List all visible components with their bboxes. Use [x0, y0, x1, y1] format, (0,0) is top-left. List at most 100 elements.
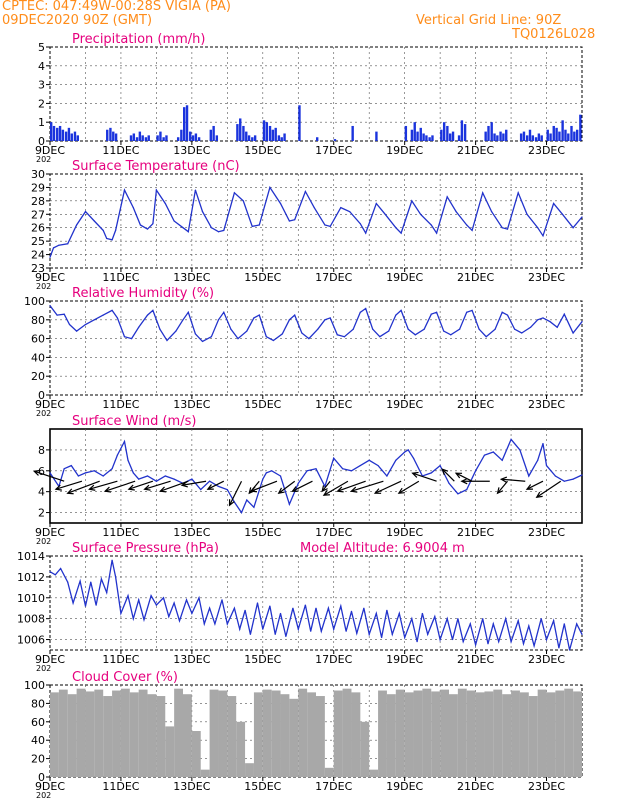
y-tick-label: 80: [31, 314, 45, 327]
data-point: [324, 224, 326, 226]
precip-bar: [422, 133, 425, 141]
panel-press: 1006 1008 1010 1012 1014 9DEC 11DEC 13DEC 15DEC 1…: [17, 541, 583, 673]
precip-bar: [162, 137, 165, 141]
wind-arrow: [321, 480, 331, 493]
precip-bar: [106, 129, 109, 141]
y-tick-label: 20: [31, 370, 45, 383]
data-point: [471, 229, 473, 231]
cloud-bar: [183, 694, 192, 777]
data-point: [545, 464, 548, 467]
data-point: [368, 459, 370, 461]
data-point: [187, 311, 189, 313]
data-point: [258, 314, 260, 316]
panel-cloud: 0 20 40 60 80 100 9DEC 11DEC 13DEC 15DEC 17DEC 19DE…: [24, 670, 583, 800]
precip-bar: [165, 135, 168, 141]
data-point: [517, 192, 519, 194]
data-point: [123, 336, 126, 338]
precip-bar: [484, 131, 487, 141]
data-point: [294, 219, 296, 221]
precip-bar: [564, 129, 567, 141]
data-point: [466, 311, 468, 313]
data-point: [545, 638, 548, 641]
cloud-bar: [191, 731, 201, 777]
data-point: [563, 623, 565, 625]
cloud-bar: [174, 688, 183, 777]
data-point: [333, 457, 335, 459]
data-point: [138, 478, 140, 480]
data-point: [155, 604, 157, 606]
data-point: [244, 609, 246, 611]
wind-arrow: [397, 480, 420, 494]
data-point: [262, 478, 264, 480]
data-point: [288, 319, 290, 321]
data-point: [398, 612, 400, 615]
x-year-label: 202: [36, 282, 51, 291]
data-point: [301, 332, 303, 334]
data-point: [404, 451, 406, 453]
wind-arrow-head: [525, 484, 533, 490]
wind-arrow-shaft: [207, 480, 225, 490]
data-point: [84, 472, 87, 474]
x-tick-label: 23DEC: [528, 526, 565, 539]
precip-bar: [410, 129, 414, 141]
data-point: [329, 317, 331, 319]
data-point: [152, 309, 154, 311]
wind-arrow: [206, 480, 225, 490]
wind-arrow-shaft: [337, 480, 366, 492]
precip-bar: [239, 118, 242, 141]
data-point: [258, 224, 260, 226]
y-tick-label: 30: [31, 168, 45, 181]
wind-arrow-head: [249, 486, 258, 493]
precip-bar: [112, 131, 115, 141]
x-tick-label: 11DEC: [102, 398, 139, 411]
data-point: [427, 633, 429, 635]
y-tick-label: 4: [38, 60, 45, 73]
precip-bar: [280, 137, 283, 141]
panel-title: Surface Wind (m/s): [72, 414, 196, 429]
data-point: [201, 211, 204, 213]
cloud-bar: [76, 688, 86, 777]
data-point: [317, 328, 319, 330]
data-point: [315, 607, 317, 609]
data-point: [563, 313, 565, 315]
wind-arrow-shaft: [536, 480, 562, 498]
precip-bar: [236, 124, 239, 141]
cloud-bar: [555, 690, 565, 777]
x-tick-label: 17DEC: [315, 780, 352, 793]
data-point: [146, 475, 149, 477]
data-point: [49, 472, 51, 474]
y-tick-label: 0: [38, 389, 45, 402]
precip-bar: [76, 135, 79, 141]
data-point: [194, 333, 197, 335]
data-point: [313, 206, 315, 209]
data-point: [274, 633, 276, 635]
x-tick-label: 23DEC: [528, 398, 565, 411]
wind-arrow-shaft: [412, 472, 437, 482]
data-point: [159, 328, 161, 330]
precip-bar: [416, 131, 419, 141]
data-point: [304, 604, 306, 606]
data-point: [251, 225, 253, 227]
data-point: [558, 647, 560, 649]
data-point: [439, 464, 441, 467]
plot-frame: [49, 428, 583, 524]
y-tick-label: 6: [38, 465, 45, 478]
precip-bar: [70, 133, 73, 141]
wind-arrow-shaft: [55, 480, 83, 490]
data-point: [563, 480, 565, 482]
data-point: [262, 628, 264, 630]
x-tick-label: 19DEC: [386, 526, 423, 539]
data-point: [49, 305, 51, 307]
data-point: [483, 454, 486, 456]
precip-bar: [242, 125, 245, 141]
precip-bar: [573, 131, 576, 141]
x-tick-label: 23DEC: [528, 780, 565, 793]
data-point: [492, 451, 494, 453]
data-point: [407, 449, 409, 451]
cloud-bar: [200, 769, 210, 777]
data-point: [478, 328, 480, 330]
plot-frame: [49, 300, 583, 396]
x-tick-label: 11DEC: [102, 653, 139, 666]
wind-arrow: [277, 480, 296, 495]
data-point: [501, 227, 503, 229]
